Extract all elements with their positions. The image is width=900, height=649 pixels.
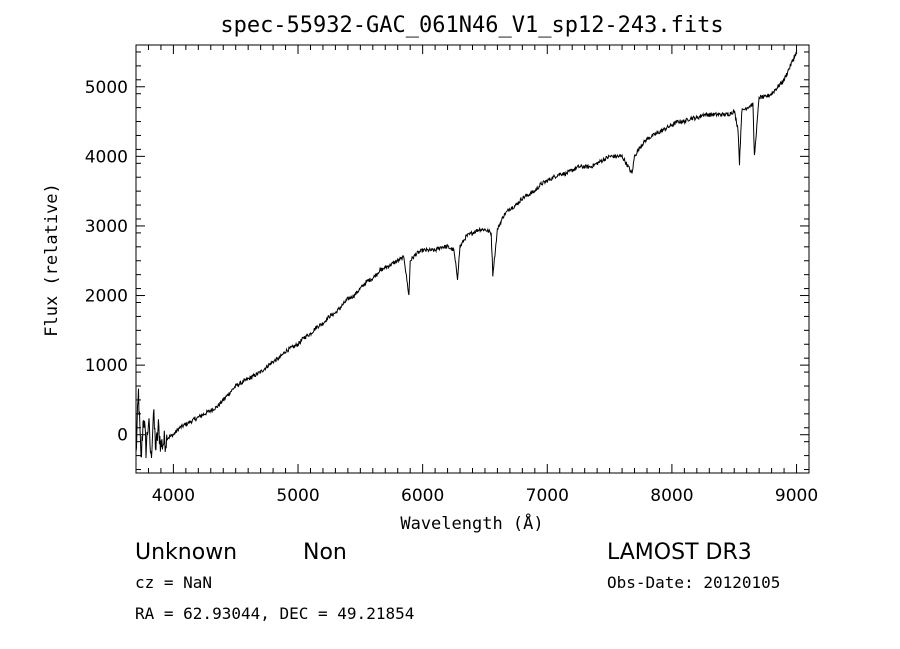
x-tick-label: 5000 [276, 486, 319, 506]
x-tick-label: 6000 [401, 486, 444, 506]
observation-date: Obs-Date: 20120105 [607, 573, 780, 592]
redshift-cz: cz = NaN [135, 573, 212, 592]
ra-dec-coordinates: RA = 62.93044, DEC = 49.21854 [135, 604, 414, 623]
y-axis: 0 1000 2000 3000 4000 5000 [85, 51, 809, 471]
y-tick-label: 4000 [85, 147, 128, 167]
y-tick-label: 2000 [85, 287, 128, 307]
y-tick-label: 5000 [85, 78, 128, 98]
y-tick-label: 0 [117, 426, 128, 446]
survey-name: LAMOST DR3 [607, 540, 752, 565]
x-axis: 4000 5000 6000 7000 8000 9000 [135, 45, 818, 506]
x-tick-label: 9000 [775, 486, 818, 506]
y-tick-label: 3000 [85, 217, 128, 237]
spectrum-line [135, 51, 797, 459]
chart-title: spec-55932-GAC_061N46_V1_sp12-243.fits [220, 13, 723, 38]
y-axis-label: Flux (relative) [42, 183, 62, 337]
x-axis-label: Wavelength (Å) [400, 512, 543, 534]
y-tick-label: 1000 [85, 356, 128, 376]
x-tick-label: 8000 [650, 486, 693, 506]
plot-frame [135, 44, 810, 474]
object-subclass: Non [303, 540, 347, 565]
x-tick-label: 4000 [152, 486, 195, 506]
x-tick-label: 7000 [526, 486, 569, 506]
object-class: Unknown [135, 540, 237, 565]
